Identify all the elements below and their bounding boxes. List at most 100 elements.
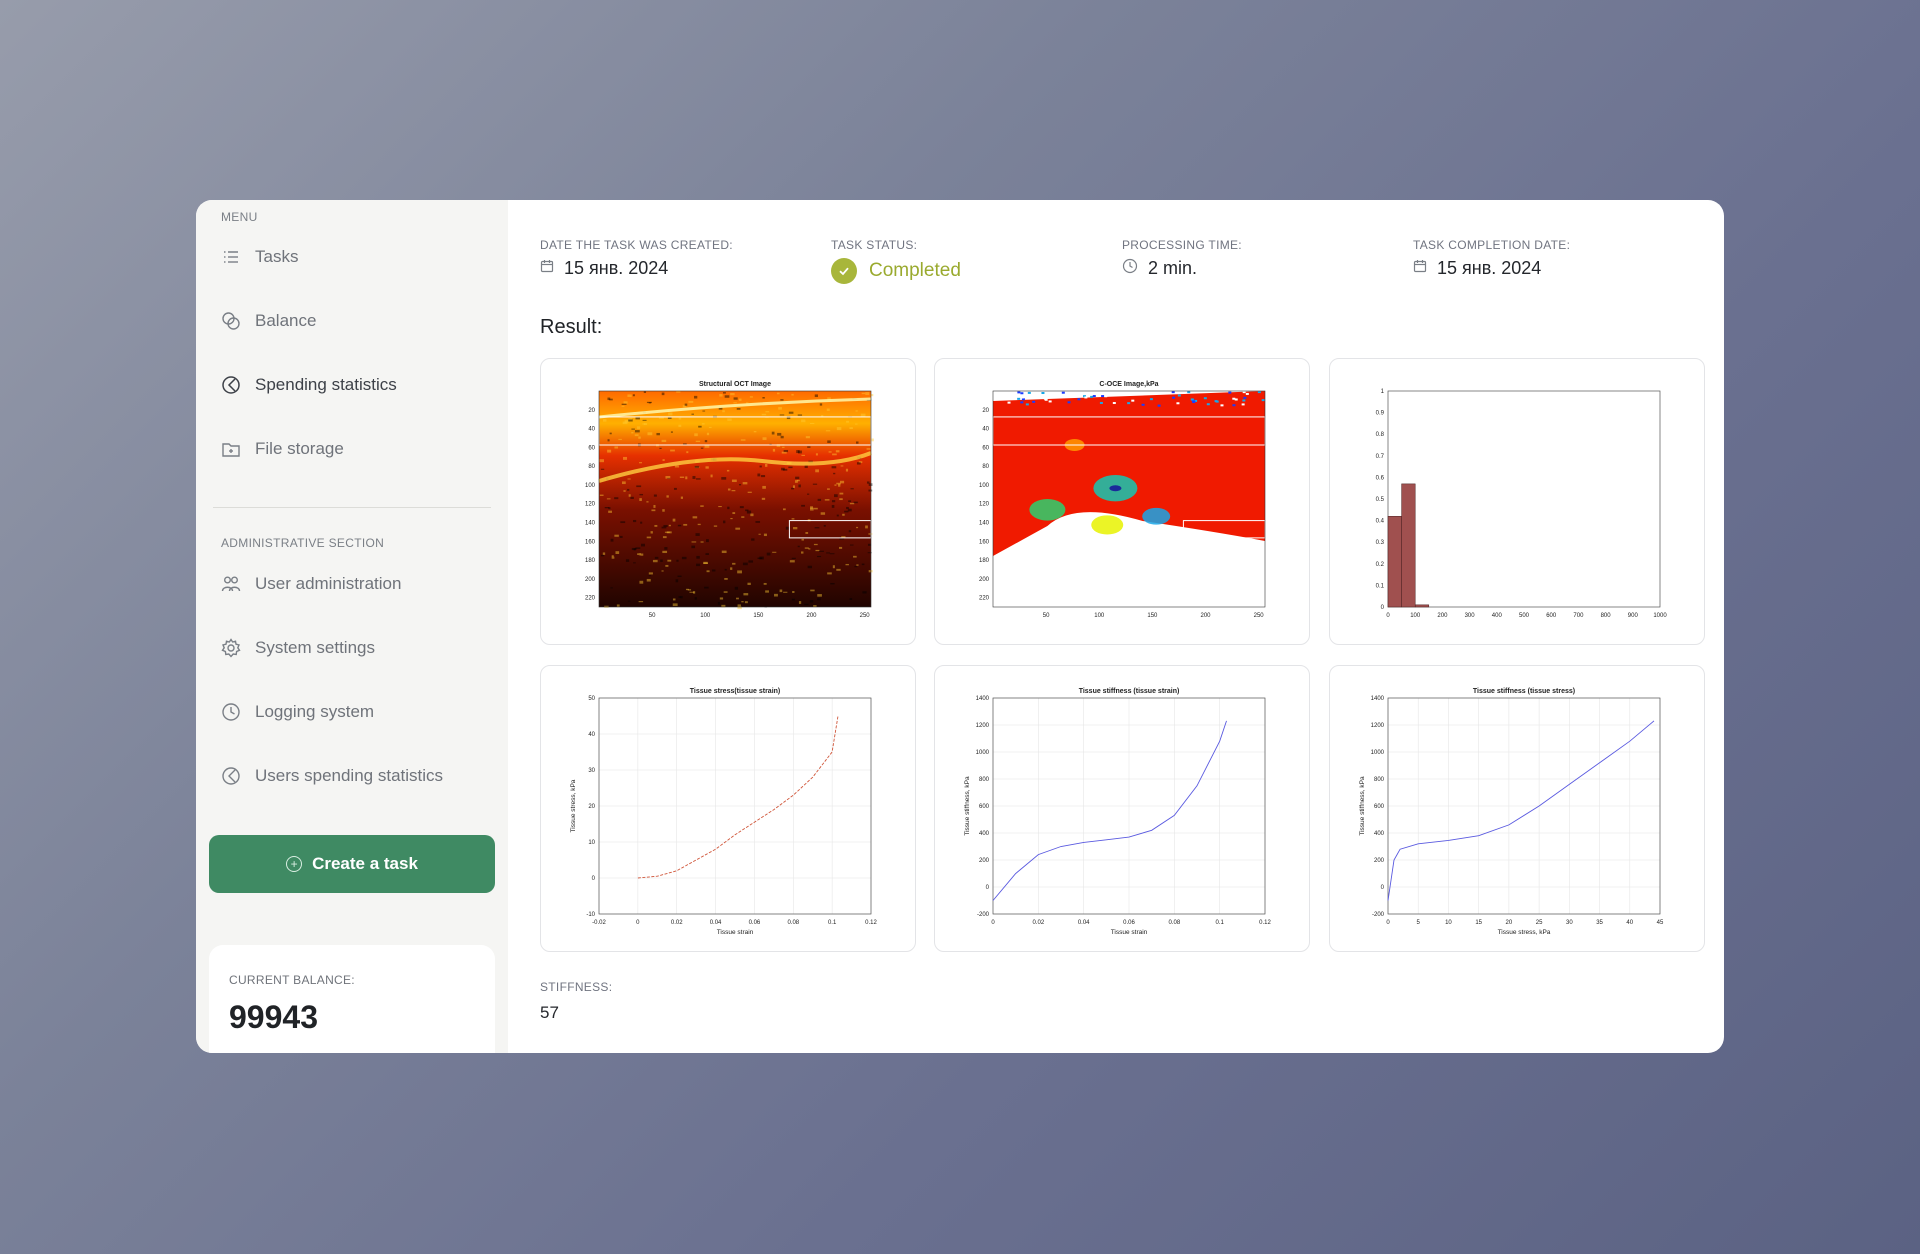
- speckle: [646, 536, 652, 539]
- speckle: [620, 521, 626, 524]
- sidebar-item-system-settings[interactable]: System settings: [221, 628, 491, 668]
- speckle: [774, 593, 778, 597]
- speckle: [718, 407, 723, 410]
- speckle: [738, 398, 742, 401]
- y-tick-label: 100: [979, 483, 990, 489]
- y-tick-label: 0.9: [1376, 411, 1385, 417]
- speckle: [805, 436, 810, 439]
- sidebar-item-logging-system[interactable]: Logging system: [221, 692, 491, 732]
- sidebar-item-tasks[interactable]: Tasks: [221, 237, 491, 277]
- y-tick-label: 400: [979, 831, 990, 837]
- speckle: [1020, 396, 1024, 399]
- speckle: [698, 425, 702, 428]
- folder-icon: [221, 439, 241, 459]
- y-tick-label: 0: [986, 885, 990, 891]
- chart-card-histogram[interactable]: 0 100 200 300 400 500 600 700 800 900 1000 0 0.1 0.2 0…: [1329, 358, 1705, 645]
- speckle: [763, 582, 767, 585]
- speckle: [1041, 392, 1045, 395]
- x-tick-label: 0.02: [1032, 920, 1044, 926]
- speckle: [631, 428, 635, 430]
- chart-title: Tissue stiffness (tissue stress): [1473, 688, 1575, 695]
- speckle: [635, 416, 640, 420]
- result-title: Result:: [540, 316, 603, 338]
- x-tick-label: 0.08: [787, 920, 799, 926]
- chart-card-structural-oct[interactable]: 50 100 150 200 250 20 40 60 80 100 120 140 160 180 200…: [540, 358, 916, 645]
- y-tick-label: 400: [1374, 831, 1385, 837]
- speckle: [666, 531, 672, 534]
- speckle: [832, 453, 837, 456]
- speckle: [762, 437, 767, 440]
- speckle: [1061, 391, 1065, 394]
- create-task-button[interactable]: + Create a task: [209, 835, 495, 893]
- speckle: [836, 482, 841, 485]
- calendar-icon: [1413, 259, 1427, 278]
- balance-label: CURRENT BALANCE:: [229, 973, 355, 987]
- speckle: [726, 469, 730, 472]
- speckle: [798, 484, 801, 488]
- chart-card-stiffness-strain[interactable]: 0 0.02 0.04 0.06 0.08 0.1 0.12 -200 0 200 400 600 80…: [934, 665, 1310, 952]
- speckle: [723, 591, 728, 593]
- speckle: [1149, 398, 1153, 401]
- speckle: [788, 466, 793, 469]
- y-tick-label: 220: [585, 596, 596, 602]
- speckle: [643, 391, 647, 394]
- sidebar-item-spending-statistics[interactable]: Spending statistics: [221, 365, 491, 405]
- speckle: [628, 419, 633, 422]
- y-tick-label: 1200: [1371, 723, 1385, 729]
- x-tick-label: 150: [1147, 613, 1158, 619]
- speckle: [765, 411, 770, 413]
- calendar-icon: [540, 259, 554, 278]
- speckle: [832, 565, 835, 569]
- x-tick-label: 25: [1536, 920, 1543, 926]
- speckle: [637, 553, 640, 555]
- speckle: [639, 462, 642, 464]
- speckle: [739, 506, 744, 509]
- speckle: [719, 597, 724, 600]
- y-tick-label: 200: [979, 577, 990, 583]
- speckle: [704, 440, 708, 443]
- y-tick-label: 20: [982, 408, 989, 414]
- y-tick-label: 200: [979, 858, 990, 864]
- gear-icon: [221, 638, 241, 658]
- speckle: [808, 548, 811, 550]
- speckle: [1141, 403, 1145, 406]
- speckle: [789, 560, 795, 563]
- y-tick-label: 30: [588, 768, 595, 774]
- sidebar-item-balance[interactable]: Balance: [221, 301, 491, 341]
- x-tick-label: 1000: [1653, 613, 1667, 619]
- speckle: [780, 399, 784, 401]
- speckle: [628, 494, 631, 497]
- speckle: [772, 448, 776, 452]
- sidebar-item-file-storage[interactable]: File storage: [221, 429, 491, 469]
- speckle: [688, 400, 694, 403]
- speckle: [809, 422, 815, 425]
- speckle: [664, 531, 670, 533]
- y-tick-label: 60: [588, 445, 595, 451]
- speckle: [791, 557, 796, 560]
- chart-card-coce[interactable]: 50 100 150 200 250 20 40 60 80 100 120 140 160 180 200…: [934, 358, 1310, 645]
- main-content: DATE THE TASK WAS CREATED: 15 янв. 2024 …: [508, 200, 1724, 1053]
- speckle: [849, 544, 854, 546]
- speckle: [703, 561, 708, 564]
- speckle: [830, 583, 835, 585]
- x-tick-label: 600: [1546, 613, 1557, 619]
- speckle: [607, 397, 611, 401]
- chart-card-stress-strain[interactable]: -0.02 0 0.02 0.04 0.06 0.08 0.1 0.12 -10 0 10 20 30 4…: [540, 665, 916, 952]
- speckle: [777, 392, 780, 395]
- sidebar-item-user-administration[interactable]: User administration: [221, 564, 491, 604]
- sidebar-item-users-spending-statistics[interactable]: Users spending statistics: [221, 756, 491, 796]
- speckle: [853, 555, 857, 558]
- x-tick-label: 0.06: [749, 920, 761, 926]
- speckle: [1190, 398, 1194, 401]
- plot-frame: [598, 697, 872, 915]
- chart-card-stiffness-stress[interactable]: 0 5 10 15 20 25 30 35 40 45 -200 0 200 400 600 800 1000 1…: [1329, 665, 1705, 952]
- speckle: [751, 538, 755, 541]
- y-tick-label: -200: [1372, 912, 1385, 918]
- admin-section-title: ADMINISTRATIVE SECTION: [221, 536, 385, 550]
- speckle: [763, 533, 767, 537]
- sidebar-item-label: Users spending statistics: [255, 766, 444, 785]
- sidebar-item-label: Logging system: [255, 702, 375, 721]
- speckle: [1242, 399, 1246, 402]
- y-tick-label: 0.2: [1376, 562, 1385, 568]
- y-tick-label: 20: [588, 804, 595, 810]
